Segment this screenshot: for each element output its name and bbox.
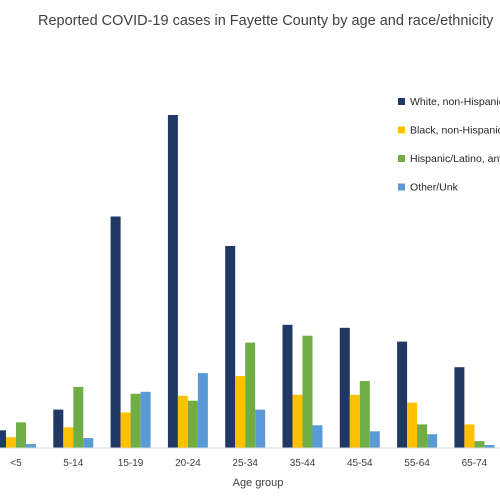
- x-tick-label: 20-24: [175, 458, 201, 469]
- bar-2-1: [73, 386, 84, 448]
- bar-3-5: [312, 425, 323, 448]
- legend-swatch: [398, 126, 405, 134]
- bar-0-2: [110, 216, 121, 448]
- legend-swatch: [398, 183, 405, 191]
- bar-0-1: [53, 409, 64, 448]
- bar-1-8: [464, 424, 475, 448]
- bar-0-8: [454, 367, 465, 448]
- x-tick-labels: <5 5-14 15-19 20-24 25-34 35-44 45-54 55-64 65-7…: [10, 458, 487, 469]
- bar-3-7: [427, 434, 438, 448]
- legend-label: Other/Unk: [410, 182, 459, 194]
- x-axis-title: Age group: [233, 477, 284, 489]
- bar-0-3: [167, 115, 178, 448]
- legend-swatch: [398, 98, 405, 105]
- x-tick-label: 15-19: [118, 458, 144, 469]
- bar-2-0: [16, 422, 26, 448]
- x-tick-label: 35-44: [290, 458, 316, 469]
- bar-3-2: [140, 391, 151, 448]
- bar-1-3: [177, 395, 188, 448]
- bar-2-3: [187, 400, 198, 448]
- bar-1-6: [349, 394, 360, 448]
- bar-2-2: [130, 393, 141, 448]
- bar-1-2: [120, 412, 131, 448]
- bar-0-4: [225, 246, 236, 448]
- bar-0-5: [282, 324, 293, 448]
- bar-0-7: [397, 341, 408, 448]
- bar-3-1: [83, 438, 94, 448]
- legend-swatch: [398, 155, 405, 162]
- x-tick-label: 65-74: [462, 458, 488, 469]
- legend-label: Black, non-Hispanic: [410, 125, 500, 137]
- x-tick-label: 25-34: [232, 458, 258, 469]
- bar-0-0: [0, 430, 6, 448]
- x-tick-label: 45-54: [347, 458, 373, 469]
- bar-3-4: [255, 409, 266, 448]
- legend: White, non-Hispanic Black, non-Hispanic Hi…: [398, 96, 500, 194]
- bar-3-0: [26, 444, 36, 448]
- bar-2-7: [417, 424, 428, 448]
- bar-0-6: [339, 327, 350, 448]
- chart-title: Reported COVID-19 cases in Fayette Count…: [38, 13, 494, 29]
- bar-2-6: [359, 381, 370, 448]
- bars-group: [0, 115, 495, 449]
- bar-3-8: [484, 445, 495, 448]
- x-tick-label: 55-64: [404, 458, 430, 469]
- legend-label: Hispanic/Latino, any race: [410, 153, 500, 165]
- bar-3-3: [197, 373, 208, 448]
- bar-3-6: [369, 431, 380, 449]
- bar-2-4: [245, 342, 256, 448]
- bar-1-4: [235, 376, 246, 448]
- bar-1-7: [407, 402, 418, 448]
- bar-1-1: [63, 427, 74, 448]
- bar-2-8: [474, 441, 485, 448]
- legend-label: White, non-Hispanic: [410, 96, 500, 108]
- x-tick-label: <5: [10, 458, 22, 469]
- bar-2-5: [302, 335, 313, 448]
- bar-1-0: [6, 437, 16, 448]
- bar-1-5: [292, 394, 303, 448]
- x-tick-label: 5-14: [63, 458, 83, 469]
